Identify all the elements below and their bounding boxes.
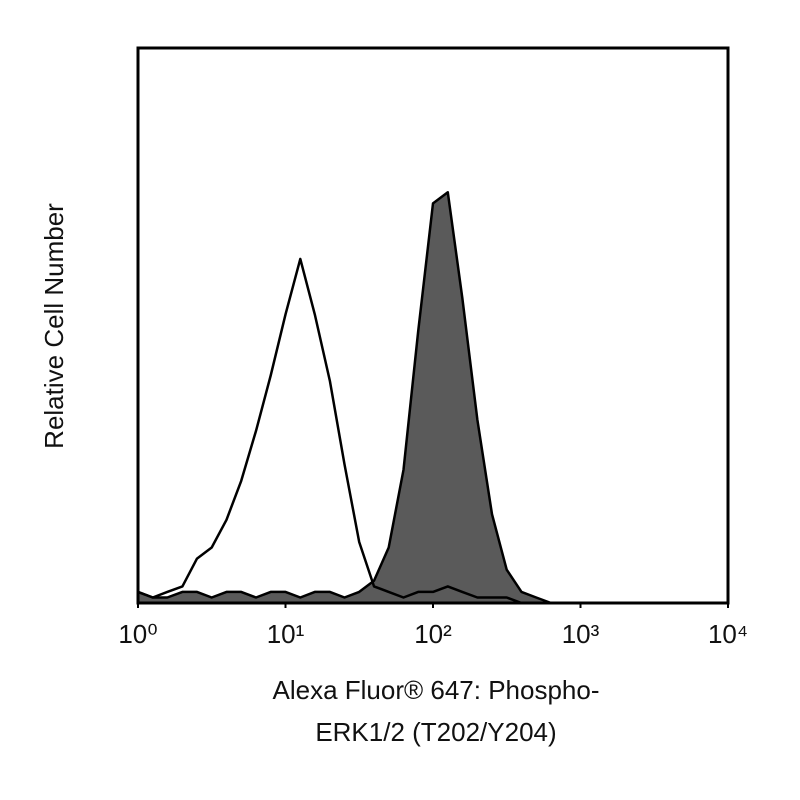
- x-axis-label: ERK1/2 (T202/Y204): [315, 717, 556, 747]
- x-tick-label: 10⁰: [118, 619, 157, 649]
- x-tick-label: 10⁴: [708, 619, 748, 649]
- x-tick-label: 10³: [562, 619, 600, 649]
- x-tick-label: 10¹: [267, 619, 305, 649]
- y-axis-label: Relative Cell Number: [39, 203, 69, 449]
- filled-histogram: [136, 191, 553, 605]
- plot-frame: [136, 46, 730, 605]
- open-histogram: [137, 257, 551, 605]
- x-tick-label: 10²: [414, 619, 452, 649]
- x-axis-label: Alexa Fluor® 647: Phospho-: [272, 675, 599, 705]
